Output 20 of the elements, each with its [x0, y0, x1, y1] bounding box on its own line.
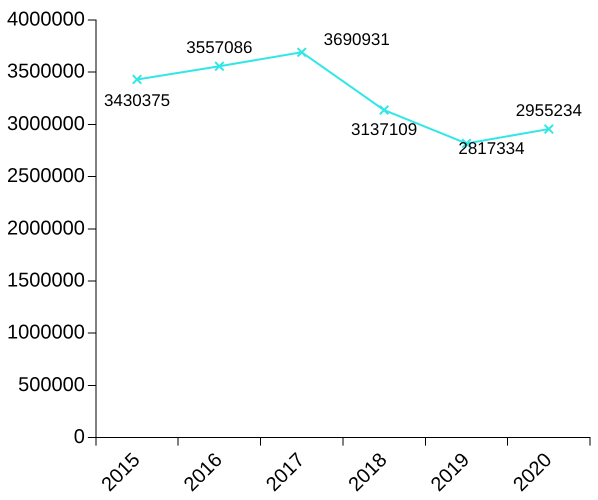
- y-tick-label: 2500000: [6, 165, 85, 188]
- point: [296, 47, 307, 58]
- point: [132, 74, 142, 85]
- point: [378, 104, 390, 116]
- y-tick-label: 3000000: [6, 112, 85, 135]
- y-tick-label: 2000000: [6, 217, 85, 240]
- y-tick-label: 500000: [18, 374, 85, 396]
- point: [214, 60, 225, 72]
- data-label: 3690931: [324, 30, 390, 49]
- point: [544, 124, 554, 134]
- data-label: 3137109: [351, 120, 418, 139]
- y-tick-label: 0: [74, 426, 85, 448]
- y-tick-label: 3500000: [6, 60, 85, 83]
- y-tick-label: 1000000: [6, 322, 85, 344]
- data-label: 3557086: [186, 38, 252, 57]
- data-label: 3430375: [104, 91, 170, 110]
- y-tick-label: 1500000: [6, 269, 85, 292]
- data-label: 2817334: [458, 139, 525, 158]
- y-tick-label: 4000000: [6, 8, 85, 31]
- data-label: 2955234: [516, 100, 582, 120]
